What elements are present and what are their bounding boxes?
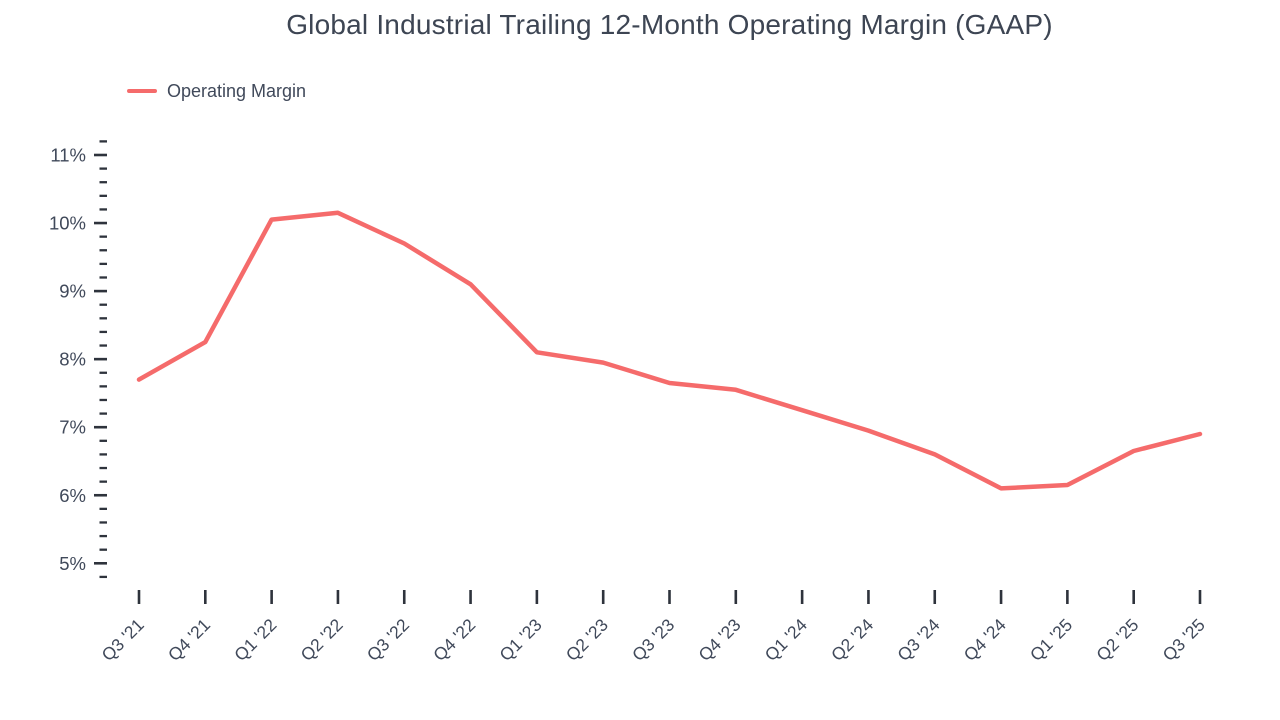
- legend-label: Operating Margin: [167, 80, 307, 101]
- legend: Operating Margin: [127, 80, 306, 102]
- chart-title: Global Industrial Trailing 12-Month Oper…: [286, 9, 1053, 40]
- y-axis-tick-label: 9%: [59, 281, 86, 302]
- x-axis-tick-label: Q4 '21: [164, 615, 214, 665]
- y-axis-tick-label: 8%: [59, 349, 86, 370]
- y-axis-tick-label: 7%: [59, 417, 86, 438]
- x-axis-tick-label: Q3 '21: [98, 615, 148, 665]
- y-axis-tick-label: 11%: [50, 145, 86, 166]
- x-axis-tick-label: Q4 '22: [429, 615, 479, 665]
- x-axis-tick-label: Q3 '24: [893, 614, 943, 664]
- x-axis-tick-label: Q2 '23: [562, 615, 612, 665]
- x-axis-tick-label: Q2 '24: [827, 614, 877, 664]
- x-axis-tick-label: Q2 '22: [297, 615, 347, 665]
- y-axis-tick-label: 10%: [49, 213, 86, 234]
- x-axis-tick-label: Q1 '23: [495, 615, 545, 665]
- x-axis-tick-label: Q3 '22: [363, 615, 413, 665]
- x-axis-tick-label: Q2 '25: [1092, 615, 1142, 665]
- x-axis-tick-label: Q3 '25: [1159, 615, 1209, 665]
- y-axis-tick-label: 5%: [59, 553, 86, 574]
- x-axis-tick-label: Q4 '23: [694, 615, 744, 665]
- x-axis-tick-label: Q1 '24: [761, 614, 811, 664]
- x-axis-tick-label: Q1 '22: [230, 615, 280, 665]
- y-axis-tick-label: 6%: [59, 485, 86, 506]
- operating-margin-line: [136, 210, 1203, 491]
- x-axis-tick-label: Q1 '25: [1026, 615, 1076, 665]
- x-axis-tick-label: Q3 '23: [628, 615, 678, 665]
- legend-line-swatch: [127, 88, 157, 94]
- x-axis-tick-label: Q4 '24: [960, 614, 1010, 664]
